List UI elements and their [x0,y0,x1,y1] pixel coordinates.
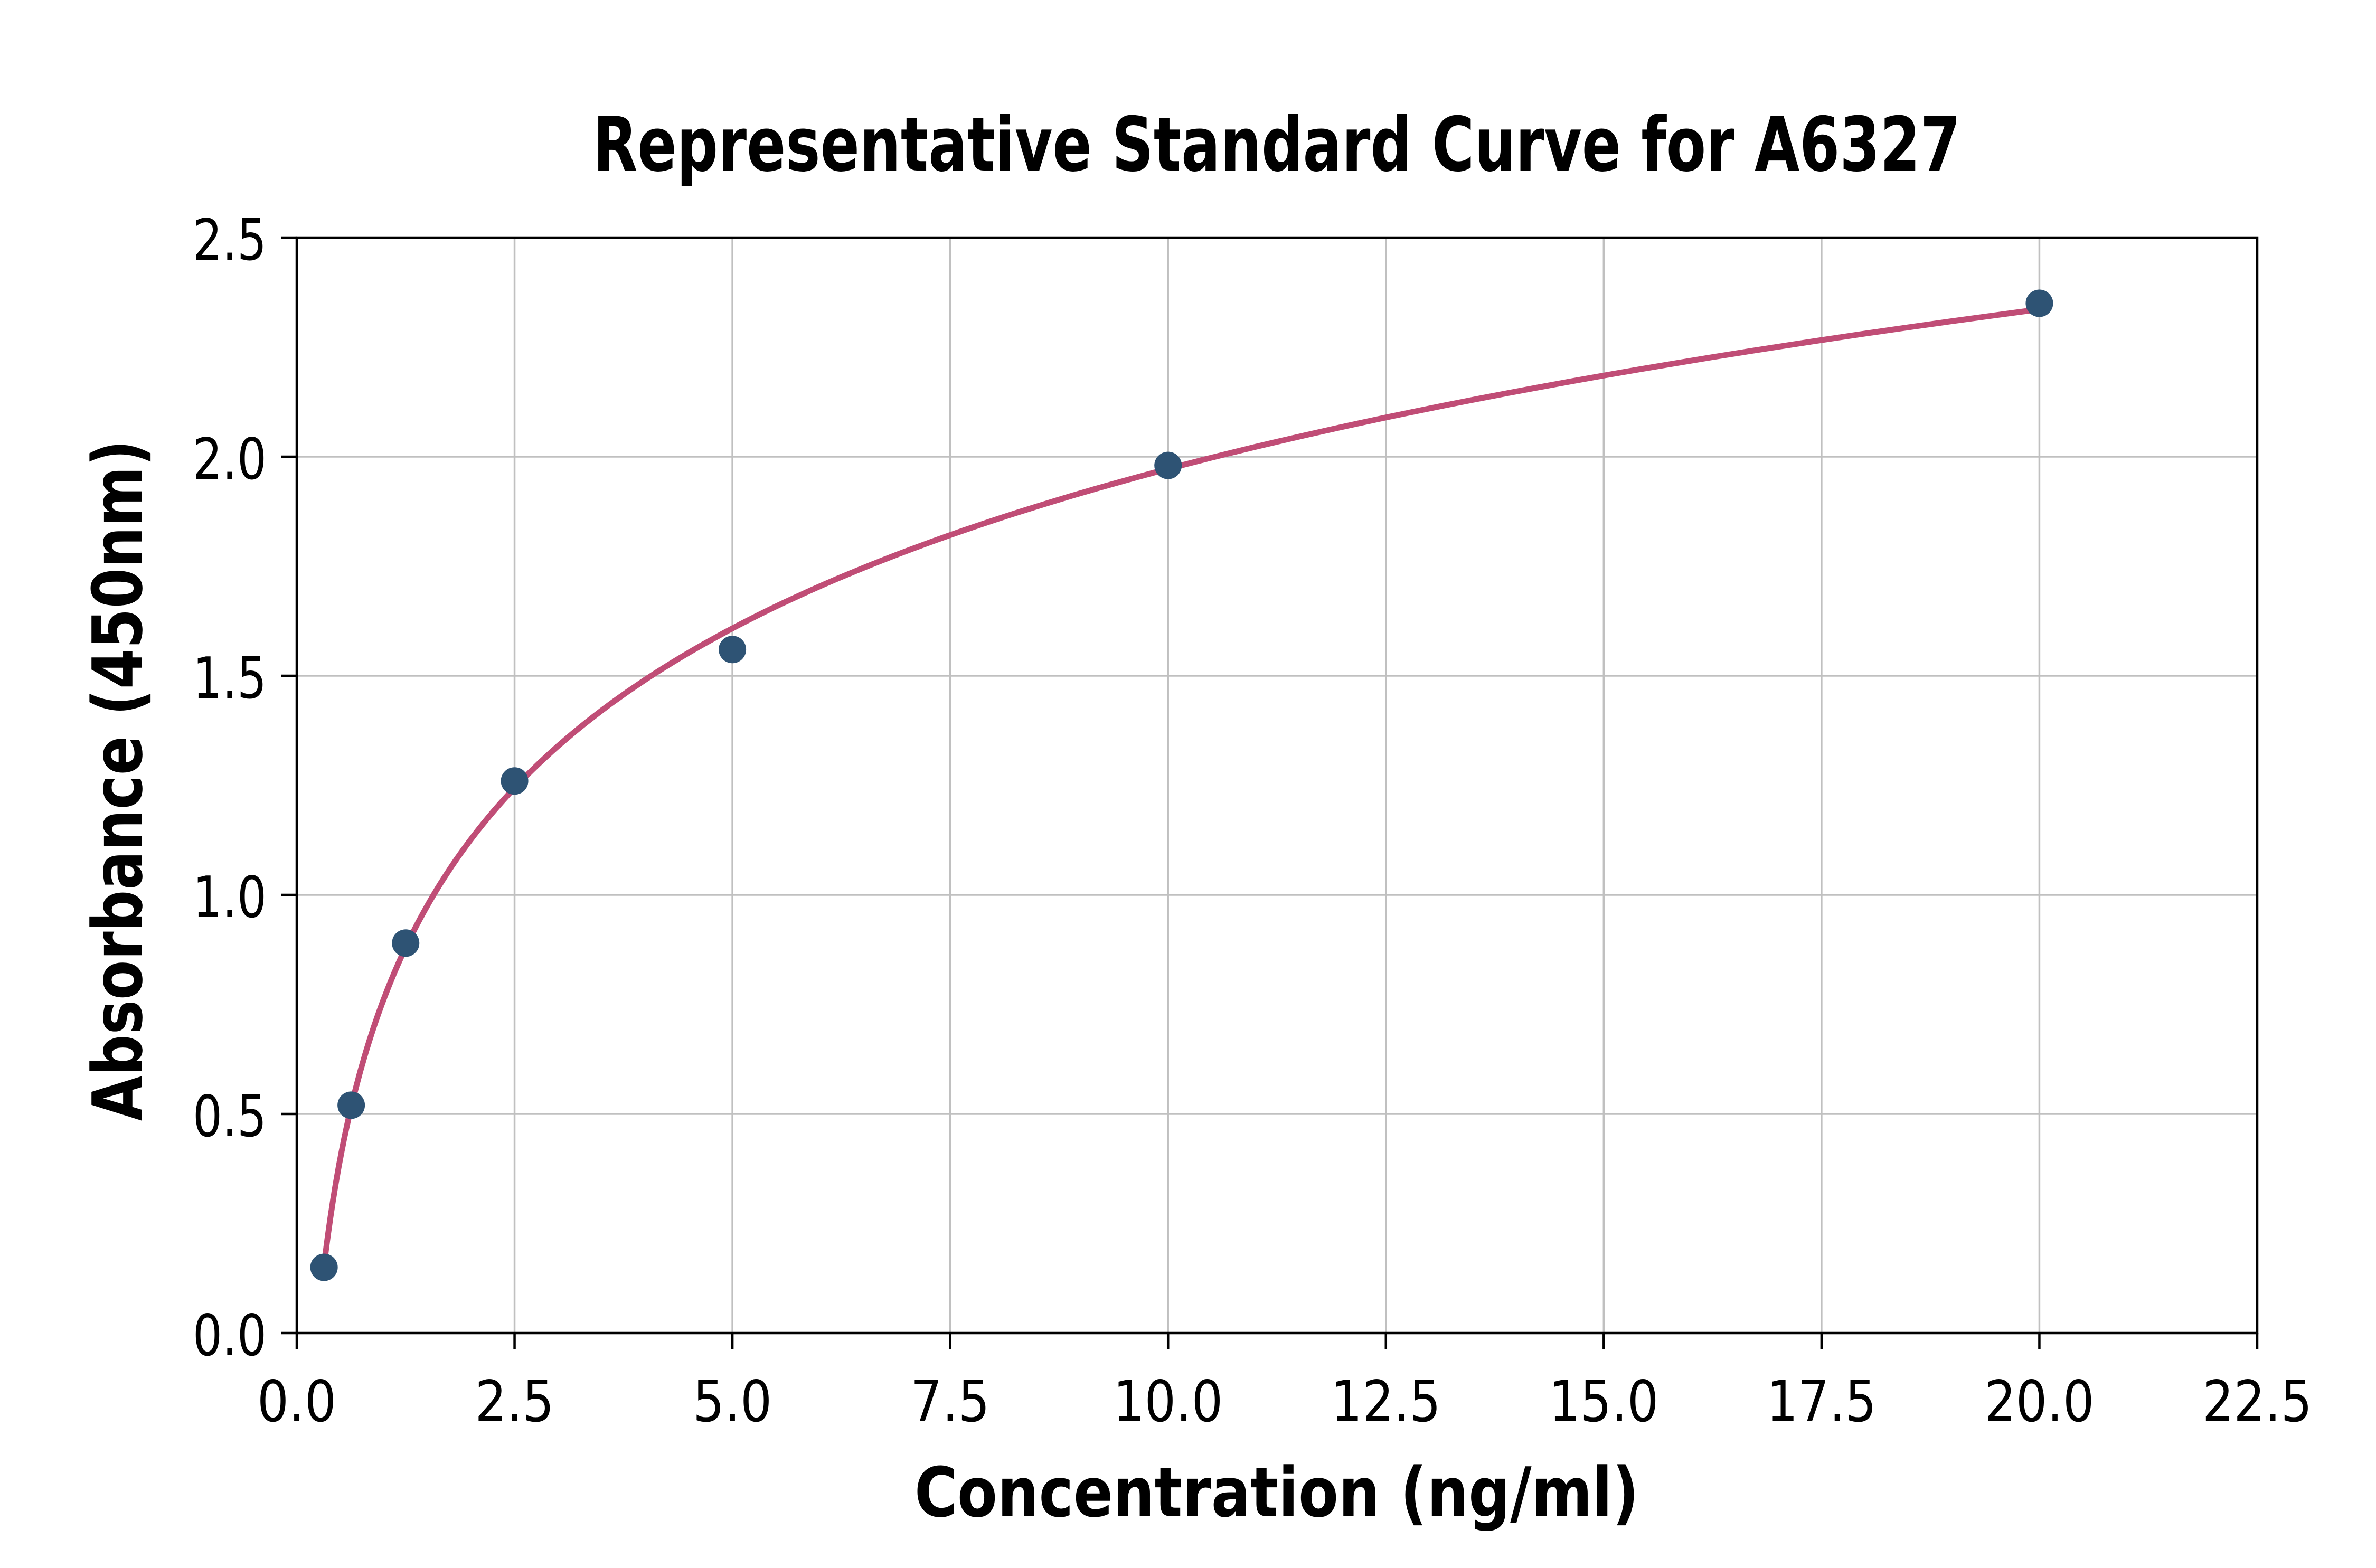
x-tick-label: 20.0 [1984,1369,2094,1435]
data-point [501,767,529,795]
data-point [337,1091,365,1119]
tick-label-layer: 0.0 2.5 5.0 7.5 10.0 12.5 15.0 17.5 20.0 22.5 0.0 0… [193,207,2312,1435]
data-point [2025,289,2053,317]
points-layer [310,289,2053,1281]
y-tick-label: 2.5 [193,207,267,273]
x-tick-label: 2.5 [475,1369,554,1435]
plot-border [295,236,2259,1335]
x-tick-label: 7.5 [911,1369,990,1435]
y-tick-label: 0.0 [193,1303,267,1369]
x-tick-label: 10.0 [1113,1369,1223,1435]
chart-title: Representative Standard Curve for A6327 [593,101,1960,188]
fit-curve-line [321,306,2042,1269]
x-tick-label: 17.5 [1767,1369,1877,1435]
tick-layer [281,236,2259,1349]
data-point [719,636,747,664]
x-tick-label: 0.0 [257,1369,336,1435]
y-tick-label: 2.0 [193,427,267,493]
data-point [310,1253,338,1281]
y-tick-label: 1.0 [193,865,267,931]
x-tick-label: 22.5 [2202,1369,2312,1435]
x-tick-label: 12.5 [1331,1369,1441,1435]
data-point [392,929,420,957]
x-tick-label: 5.0 [693,1369,772,1435]
grid-layer [297,238,2257,1333]
curve-layer [321,306,2042,1269]
x-tick-label: 15.0 [1549,1369,1658,1435]
data-point [1154,451,1182,479]
y-tick-label: 1.5 [193,646,267,712]
y-axis-label: Absorbance (450nm) [78,440,158,1121]
x-axis-label: Concentration (ng/ml) [914,1452,1639,1533]
y-tick-label: 0.5 [193,1084,267,1150]
